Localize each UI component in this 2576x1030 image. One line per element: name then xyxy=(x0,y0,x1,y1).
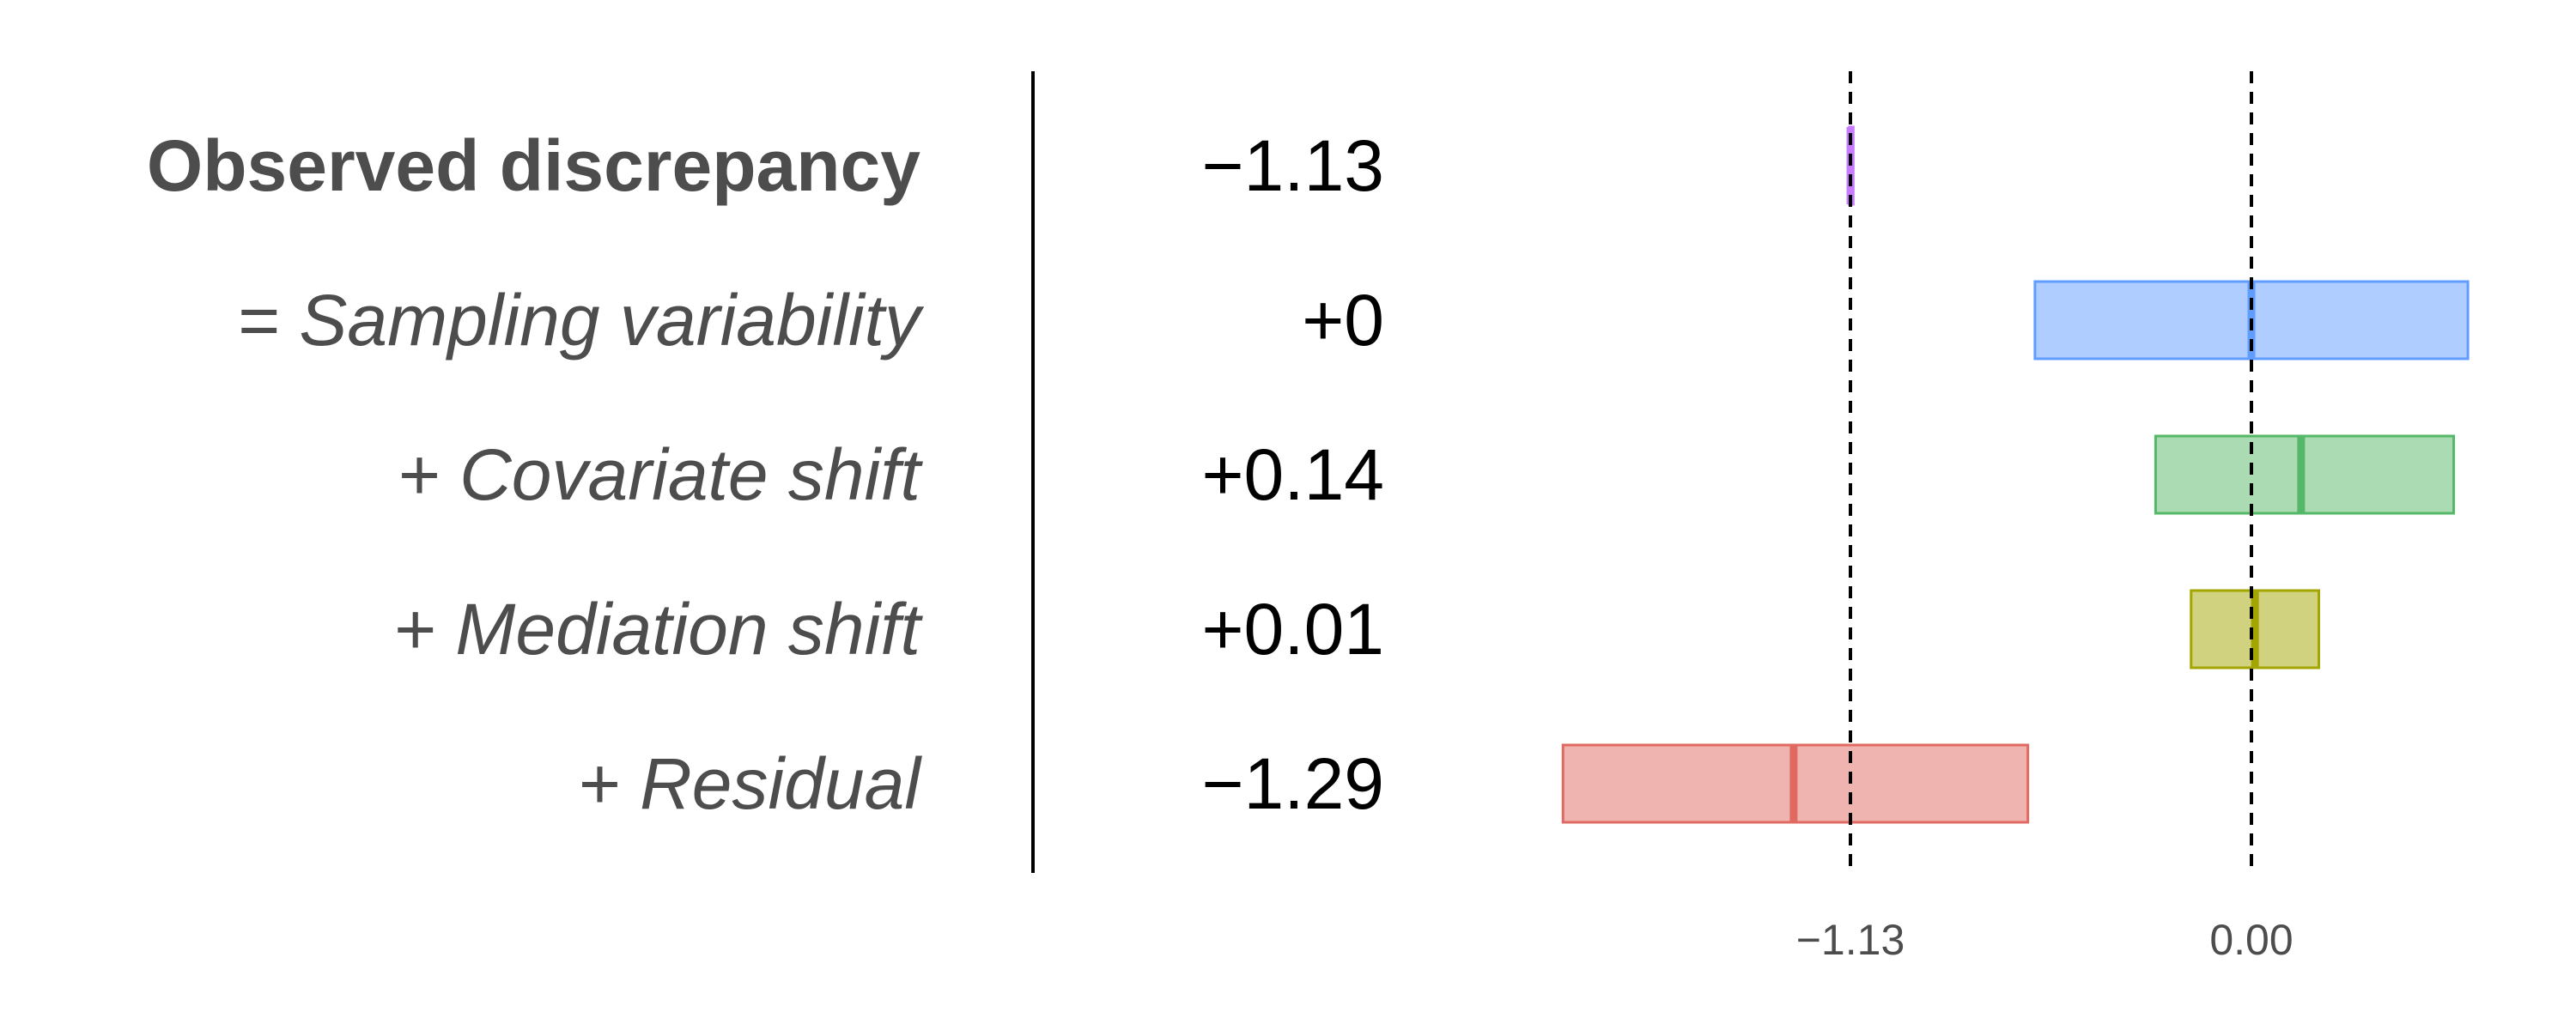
row-label: + Residual xyxy=(578,743,923,824)
row-label: Observed discrepancy xyxy=(147,125,920,206)
interval-bars xyxy=(1561,125,2470,824)
row-value: +0.14 xyxy=(1201,434,1384,515)
row-label: = Sampling variability xyxy=(237,280,925,360)
x-axis-ticks: −1.13 0.00 xyxy=(1796,916,2293,964)
row-value: −1.29 xyxy=(1201,743,1384,824)
row-label: + Mediation shift xyxy=(393,589,924,670)
row-value: +0.01 xyxy=(1201,589,1384,670)
x-tick-label: −1.13 xyxy=(1796,916,1905,964)
reference-lines xyxy=(1849,71,2253,873)
row-value: +0 xyxy=(1302,280,1384,360)
row-value: −1.13 xyxy=(1201,125,1384,206)
row-label: + Covariate shift xyxy=(398,434,924,515)
row-labels: Observed discrepancy = Sampling variabili… xyxy=(147,125,925,824)
x-tick-label: 0.00 xyxy=(2209,916,2293,964)
row-values: −1.13 +0 +0.14 +0.01 −1.29 xyxy=(1201,125,1384,824)
